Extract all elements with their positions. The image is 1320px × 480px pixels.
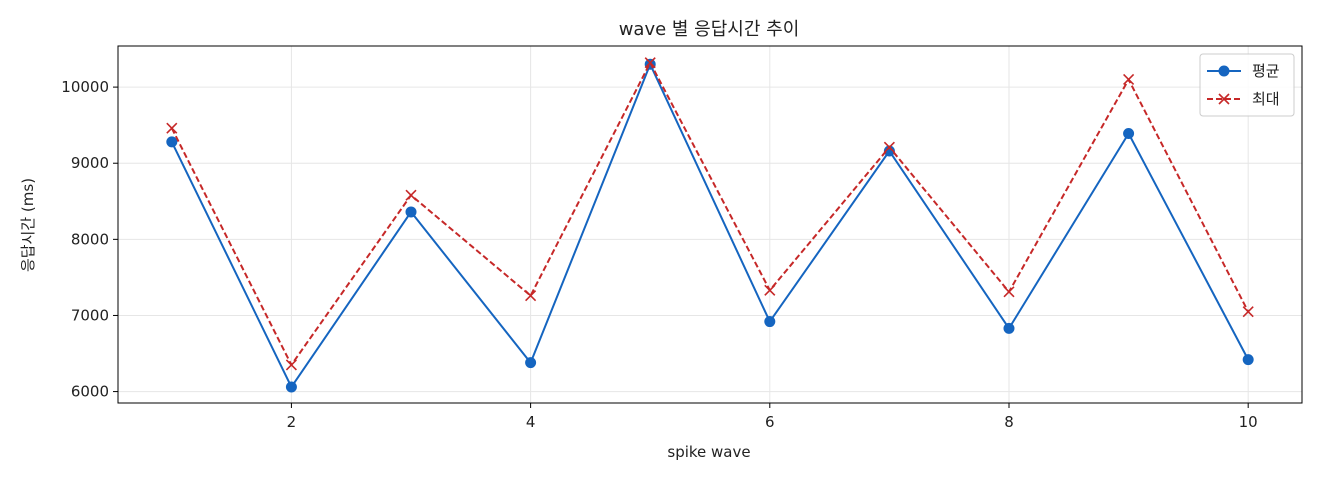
- series-line-max: [170, 61, 1250, 366]
- y-tick-label: 7000: [71, 306, 109, 324]
- y-axis-label: 응답시간 (ms): [19, 178, 37, 272]
- legend-label-max: 최대: [1252, 90, 1280, 108]
- y-tick-label: 8000: [71, 230, 109, 248]
- data-point-max: [285, 359, 297, 371]
- x-tick-label: 6: [765, 413, 775, 431]
- chart-title: wave 별 응답시간 추이: [619, 19, 800, 40]
- plot-frame: [117, 45, 1303, 404]
- x-tick-label: 4: [526, 413, 536, 431]
- data-point-average: [1003, 322, 1015, 334]
- legend-label-average: 평균: [1252, 62, 1280, 80]
- legend-symbol: [1218, 93, 1230, 105]
- data-point-average: [764, 316, 776, 328]
- legend-box: [1199, 53, 1295, 117]
- data-point-max: [405, 189, 417, 201]
- data-point-average: [405, 206, 417, 218]
- x-axis-ticks: 2 4 6 8 10: [287, 403, 1258, 431]
- legend-marker-max: [1218, 93, 1230, 105]
- data-point-max: [644, 57, 656, 69]
- legend-marker-average: [1218, 65, 1230, 77]
- series-average: [166, 58, 1254, 393]
- data-point-average: [166, 136, 178, 148]
- data-point-max: [1123, 73, 1135, 86]
- data-point-max: [1003, 286, 1015, 298]
- data-point-max: [525, 290, 537, 302]
- series-layer: [166, 57, 1254, 393]
- data-point-average: [1242, 354, 1254, 366]
- data-point-max: [166, 122, 178, 134]
- data-point-max: [764, 284, 776, 296]
- data-point-average: [525, 357, 537, 369]
- data-point-max: [1242, 306, 1254, 318]
- series-line-average: [170, 63, 1250, 388]
- legend-symbol: [1218, 65, 1230, 77]
- data-point-average: [883, 145, 895, 157]
- x-tick-label: 2: [287, 413, 297, 431]
- series-max: [166, 57, 1254, 371]
- y-tick-label: 6000: [71, 383, 109, 401]
- grid-lines: [118, 46, 1302, 403]
- x-tick-label: 10: [1239, 413, 1258, 431]
- y-axis-ticks: 6000 7000 8000 9000 10000: [61, 78, 118, 401]
- x-axis-label: spike wave: [667, 443, 750, 461]
- x-tick-label: 8: [1004, 413, 1014, 431]
- y-tick-label: 9000: [71, 154, 109, 172]
- y-tick-label: 10000: [61, 78, 109, 96]
- data-point-average: [1123, 128, 1135, 140]
- legend: 평균 최대: [1199, 53, 1295, 117]
- data-point-max: [883, 141, 895, 153]
- data-point-average: [285, 381, 297, 393]
